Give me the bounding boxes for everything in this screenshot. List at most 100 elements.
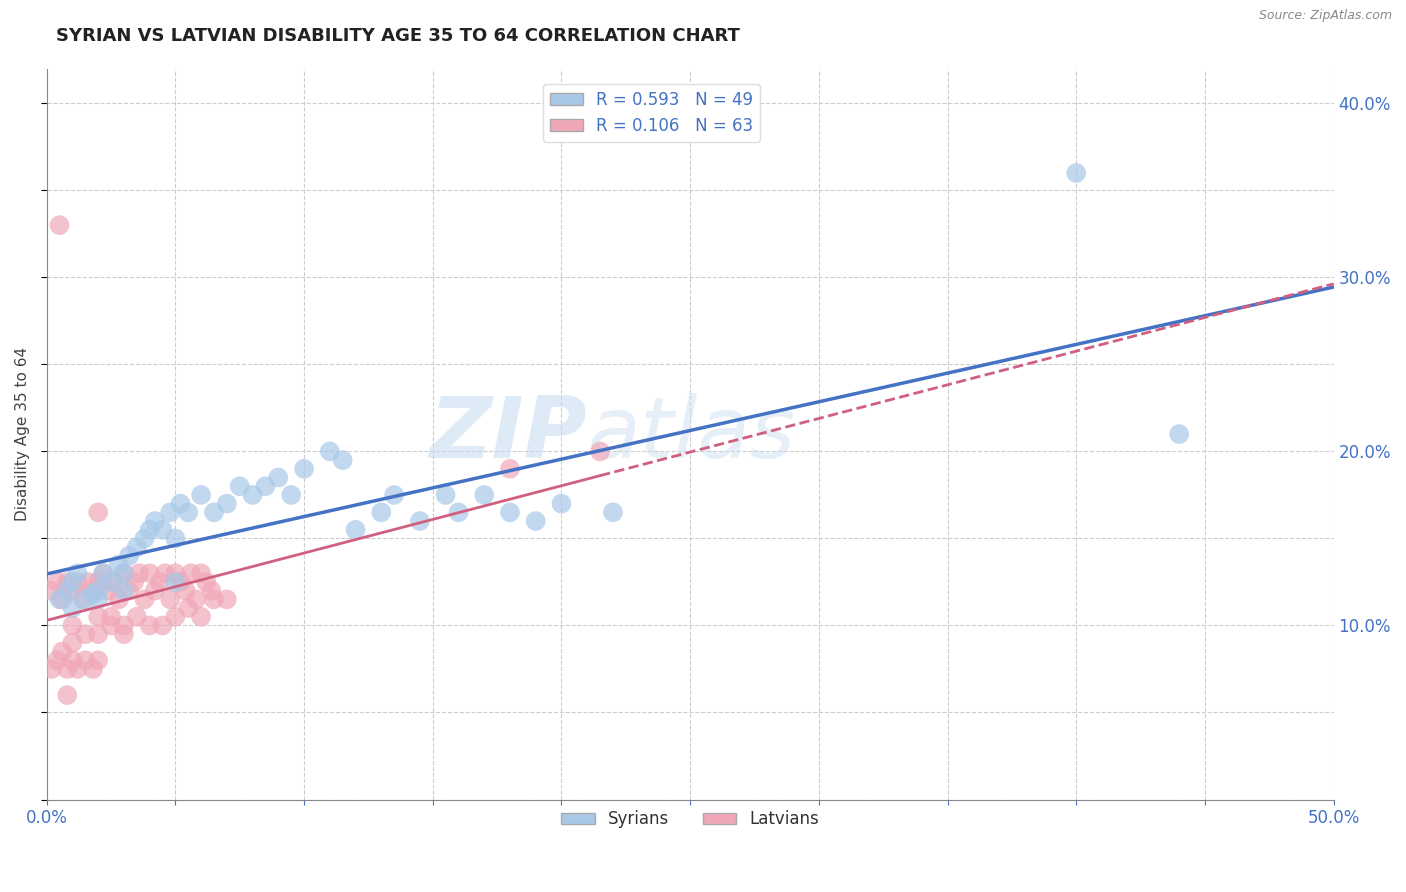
Point [107,592,129,607]
Point [60,574,83,589]
Point [87,592,110,607]
Text: atlas: atlas [588,392,796,475]
Point [447,505,470,519]
Point [409,514,432,528]
Point [165,532,187,546]
Point [319,444,342,458]
Point [190,488,212,502]
Point [215,592,238,607]
Point [499,462,522,476]
Text: ZIP: ZIP [430,392,588,475]
Point [91,566,114,581]
Point [143,583,166,598]
Point [41,583,63,598]
Y-axis label: Disability Age 35 to 64: Disability Age 35 to 64 [15,347,30,521]
Point [82,583,104,598]
Point [215,497,238,511]
Point [122,574,145,589]
Point [66,574,89,589]
Point [60,583,83,598]
Point [195,574,218,589]
Point [228,479,250,493]
Point [153,566,176,581]
Point [190,609,212,624]
Point [152,618,174,632]
Point [174,583,197,598]
Point [100,574,122,589]
Point [292,462,315,476]
Point [382,488,405,502]
Point [87,627,110,641]
Point [75,627,97,641]
Point [87,609,110,624]
Point [56,688,79,702]
Point [370,505,392,519]
Point [125,609,148,624]
Point [56,583,79,598]
Point [97,583,120,598]
Point [41,662,63,676]
Point [134,592,156,607]
Point [46,574,69,589]
Point [499,505,522,519]
Point [51,592,73,607]
Point [524,514,547,528]
Point [280,488,302,502]
Point [242,488,264,502]
Point [125,540,148,554]
Point [202,592,225,607]
Point [1064,166,1087,180]
Point [75,653,97,667]
Point [112,566,135,581]
Point [190,566,212,581]
Point [48,218,70,232]
Point [48,592,70,607]
Point [60,636,83,650]
Point [134,532,156,546]
Point [82,662,104,676]
Point [143,514,166,528]
Point [128,566,150,581]
Point [87,583,110,598]
Point [66,566,89,581]
Point [103,574,125,589]
Point [159,592,181,607]
Point [138,523,160,537]
Point [550,497,572,511]
Point [254,479,277,493]
Point [112,618,135,632]
Point [60,601,83,615]
Point [184,592,207,607]
Point [332,453,354,467]
Point [100,609,122,624]
Point [149,574,172,589]
Point [107,558,129,572]
Point [56,662,79,676]
Point [1168,427,1191,442]
Point [602,505,624,519]
Legend: Syrians, Latvians: Syrians, Latvians [554,804,825,835]
Point [344,523,367,537]
Point [118,549,141,563]
Point [112,627,135,641]
Point [138,566,160,581]
Point [60,653,83,667]
Point [82,587,104,601]
Point [177,601,200,615]
Point [56,574,79,589]
Point [434,488,457,502]
Point [87,505,110,519]
Point [472,488,495,502]
Point [267,470,290,484]
Point [118,583,141,598]
Point [66,662,89,676]
Point [169,497,191,511]
Point [138,618,160,632]
Point [177,505,200,519]
Point [75,592,97,607]
Point [76,574,98,589]
Point [165,574,187,589]
Point [72,592,94,607]
Text: SYRIAN VS LATVIAN DISABILITY AGE 35 TO 64 CORRELATION CHART: SYRIAN VS LATVIAN DISABILITY AGE 35 TO 6… [56,27,740,45]
Point [165,566,187,581]
